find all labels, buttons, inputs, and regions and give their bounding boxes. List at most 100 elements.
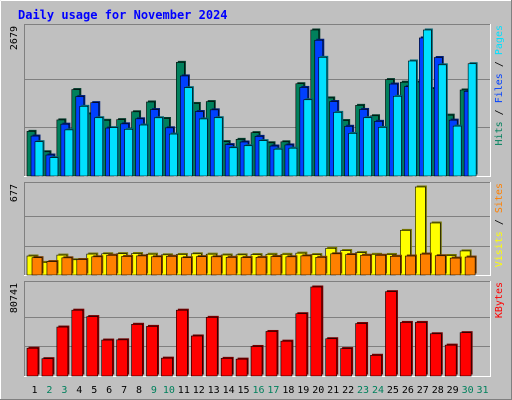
bar-pages-day-22 xyxy=(348,131,359,177)
bar-pages-day-13 xyxy=(213,116,224,177)
bar-sites-day-15-body xyxy=(240,257,252,276)
bar-pages-day-30 xyxy=(467,62,478,177)
day-label: 31 xyxy=(477,385,489,396)
bar-kbytes-day-3 xyxy=(56,325,70,377)
legend-sites: Sites xyxy=(494,183,505,213)
bar-sites-day-20 xyxy=(315,255,328,276)
panel-bottom-legend-text: KBytes xyxy=(494,282,505,318)
bar-kbytes-day-30 xyxy=(459,331,473,377)
bar-kbytes-day-13-body xyxy=(205,317,218,377)
bar-pages-day-15-body xyxy=(243,145,253,177)
bar-sites-day-18 xyxy=(285,255,298,276)
day-label: 3 xyxy=(61,385,67,396)
day-label: 19 xyxy=(297,385,309,396)
bar-kbytes-day-28-body xyxy=(429,333,442,377)
bar-sites-day-23-body xyxy=(360,254,371,276)
bar-sites-day-24 xyxy=(375,253,388,276)
bar-sites-day-7-body xyxy=(121,256,132,276)
bar-pages-day-10-body xyxy=(169,133,178,177)
bar-kbytes-day-10 xyxy=(161,356,174,377)
bar-pages-day-11 xyxy=(184,86,194,177)
bar-pages-day-20 xyxy=(318,55,329,177)
bar-pages-day-16 xyxy=(258,139,269,177)
bar-pages-day-1-body xyxy=(34,141,44,177)
bar-pages-day-6 xyxy=(109,126,120,177)
legend-separator: / xyxy=(494,55,505,73)
bar-sites-day-28 xyxy=(434,254,447,276)
bar-sites-day-12-body xyxy=(195,256,207,276)
legend-kbytes: KBytes xyxy=(494,282,505,318)
bar-kbytes-day-26 xyxy=(400,320,413,377)
day-label: 21 xyxy=(327,385,339,396)
day-label: 5 xyxy=(91,385,97,396)
panel-top-legend-text: Hits / Files / Pages xyxy=(494,25,505,145)
legend-hits: Hits xyxy=(494,121,505,145)
bar-sites-day-9 xyxy=(151,255,163,276)
bar-sites-day-10-body xyxy=(166,255,177,276)
bar-pages-day-7 xyxy=(124,127,135,177)
bar-sites-day-14 xyxy=(225,255,238,276)
bar-pages-day-8-body xyxy=(139,124,148,177)
bar-sites-day-5 xyxy=(91,255,104,276)
bar-pages-day-2 xyxy=(49,156,60,177)
bar-pages-day-15 xyxy=(243,144,254,177)
bar-sites-day-25-body xyxy=(390,255,401,276)
bar-sites-day-3 xyxy=(61,256,74,276)
bar-kbytes-day-2 xyxy=(41,357,55,377)
panel-middle-legend: Visits / Sites xyxy=(494,183,505,267)
bar-kbytes-day-22 xyxy=(340,347,354,377)
panel-top-max-label: 2679 xyxy=(9,26,20,50)
bar-kbytes-day-25 xyxy=(385,290,398,377)
bar-pages-day-23 xyxy=(363,116,374,177)
bar-pages-day-9 xyxy=(154,116,164,177)
day-label: 28 xyxy=(432,385,444,396)
bar-sites-day-6-body xyxy=(106,254,117,276)
bar-sites-day-8-body xyxy=(136,255,147,276)
day-label: 1 xyxy=(31,385,37,396)
bar-pages-day-3 xyxy=(64,128,75,177)
bar-kbytes-day-20 xyxy=(310,285,324,377)
day-label: 26 xyxy=(402,385,414,396)
bar-sites-day-2 xyxy=(46,260,59,276)
bar-sites-day-30 xyxy=(464,255,477,276)
day-label: 15 xyxy=(238,385,250,396)
panel-top: 2679 xyxy=(9,24,491,177)
bar-kbytes-day-16 xyxy=(250,344,264,377)
legend-separator: / xyxy=(494,103,505,121)
bar-kbytes-day-22-body xyxy=(340,348,352,377)
bar-pages-day-4-body xyxy=(79,106,89,177)
bar-kbytes-day-15 xyxy=(235,357,249,377)
bar-pages-day-28 xyxy=(437,63,448,177)
bar-sites-day-22 xyxy=(345,253,358,276)
bar-pages-day-30-body xyxy=(467,63,477,177)
bar-kbytes-day-29 xyxy=(444,343,458,377)
bar-pages-day-26-body xyxy=(408,60,417,177)
bar-kbytes-day-8 xyxy=(131,322,145,377)
bar-sites-day-3-body xyxy=(61,257,73,276)
bar-sites-day-17 xyxy=(270,255,283,276)
bar-pages-day-28-body xyxy=(437,64,447,177)
legend-visits: Visits xyxy=(494,231,505,267)
bar-pages-day-14-body xyxy=(228,147,238,177)
panel-bottom-max-label: 80741 xyxy=(9,283,20,313)
bar-kbytes-day-29-body xyxy=(444,344,457,377)
bar-pages-day-25 xyxy=(393,94,403,177)
bar-pages-day-1 xyxy=(34,140,45,177)
bar-pages-day-4 xyxy=(79,104,90,177)
legend-files: Files xyxy=(494,73,505,103)
bar-kbytes-day-30-body xyxy=(459,332,472,377)
bar-kbytes-day-4-body xyxy=(71,309,84,377)
day-label: 24 xyxy=(372,385,384,396)
bar-sites-day-28-body xyxy=(434,255,446,276)
day-label: 20 xyxy=(312,385,324,396)
day-label: 29 xyxy=(447,385,459,396)
bar-kbytes-day-21 xyxy=(325,337,339,377)
bar-sites-day-25 xyxy=(390,254,402,276)
bar-kbytes-day-7 xyxy=(116,338,130,377)
bar-pages-day-12-body xyxy=(198,118,208,177)
bar-kbytes-day-6-body xyxy=(101,339,113,377)
bar-pages-day-8 xyxy=(139,123,150,177)
bar-kbytes-day-7-body xyxy=(116,339,128,377)
